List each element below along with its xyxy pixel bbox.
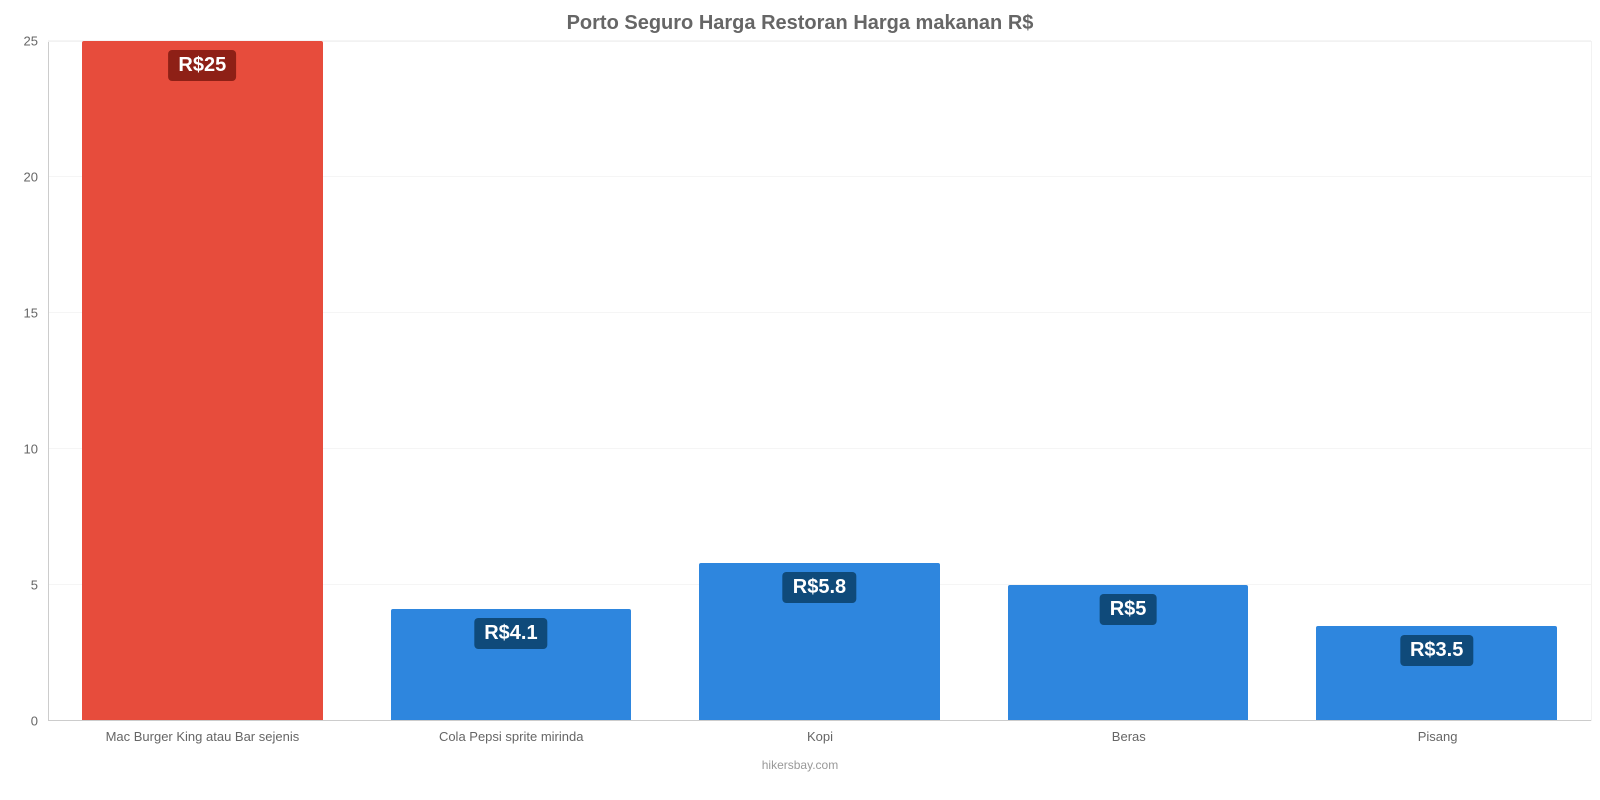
ytick-label: 10 (24, 442, 48, 457)
bar-value-label: R$3.5 (1400, 635, 1473, 666)
y-axis-line (48, 42, 49, 721)
ytick-label: 0 (31, 714, 48, 729)
x-axis-labels: Mac Burger King atau Bar sejenisCola Pep… (48, 721, 1592, 744)
plot-area: 0510152025 R$25R$4.1R$5.8R$5R$3.5 (48, 41, 1592, 721)
xtick-label: Beras (974, 721, 1283, 744)
ytick-label: 20 (24, 170, 48, 185)
ytick-label: 25 (24, 34, 48, 49)
bars-group: R$25 R$4.1 R$5.8 R$5 R$3.5 (48, 42, 1591, 721)
bar-slot: R$4.1 (357, 42, 666, 721)
bar-value-label: R$4.1 (474, 618, 547, 649)
xtick-label: Kopi (666, 721, 975, 744)
bar-slot: R$5 (974, 42, 1283, 721)
xtick-label: Pisang (1283, 721, 1592, 744)
bar-value-label: R$5.8 (783, 572, 856, 603)
bar-slot: R$3.5 (1282, 42, 1591, 721)
bar-slot: R$5.8 (665, 42, 974, 721)
xtick-label: Cola Pepsi sprite mirinda (357, 721, 666, 744)
chart-container: Porto Seguro Harga Restoran Harga makana… (0, 0, 1600, 800)
bar (82, 41, 323, 721)
bar-slot: R$25 (48, 42, 357, 721)
chart-title: Porto Seguro Harga Restoran Harga makana… (0, 12, 1600, 35)
xtick-label: Mac Burger King atau Bar sejenis (48, 721, 357, 744)
ytick-label: 5 (31, 578, 48, 593)
ytick-label: 15 (24, 306, 48, 321)
x-axis-line (48, 720, 1591, 721)
bar-value-label: R$5 (1100, 594, 1157, 625)
bar-value-label: R$25 (168, 50, 236, 81)
credit-text: hikersbay.com (0, 758, 1600, 772)
